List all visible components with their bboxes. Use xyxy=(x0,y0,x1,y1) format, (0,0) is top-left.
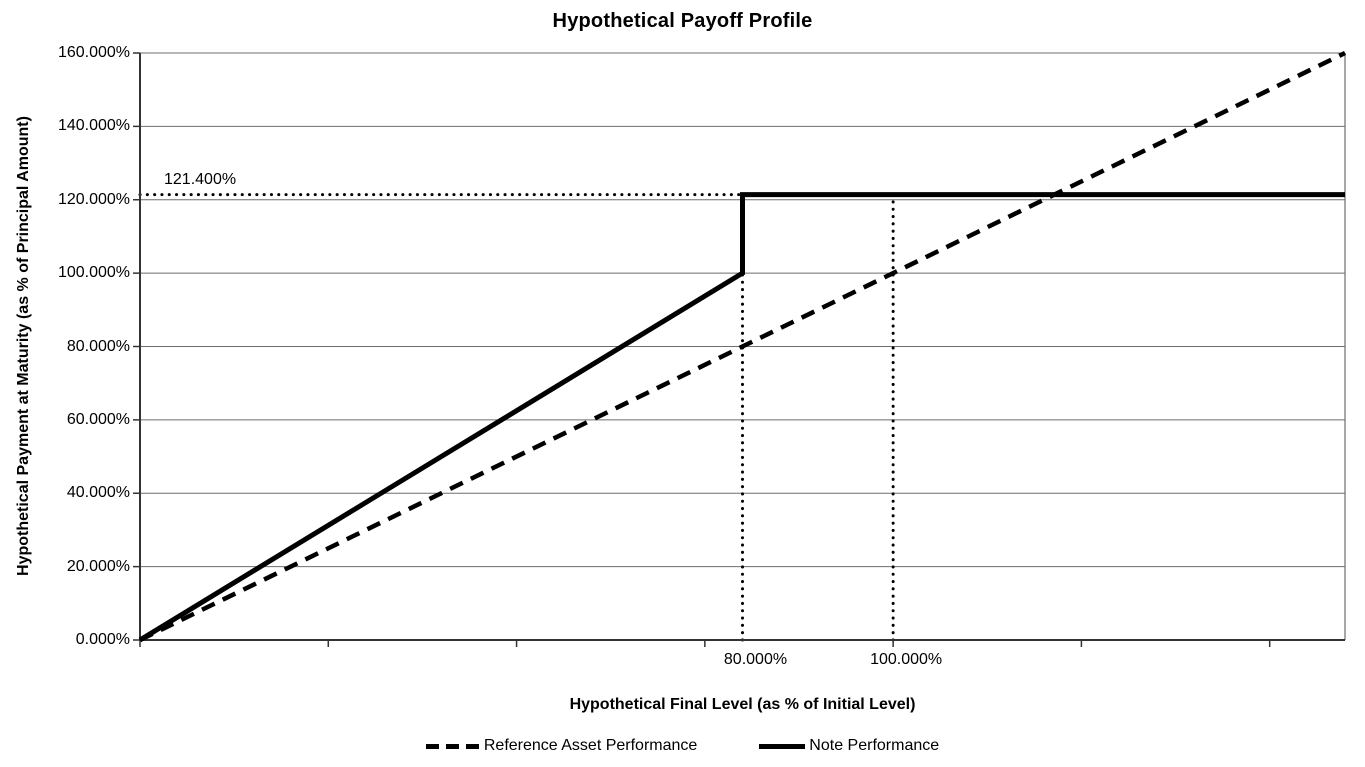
chart-title: Hypothetical Payoff Profile xyxy=(552,10,813,32)
legend-label-reference-asset: Reference Asset Performance xyxy=(483,737,698,754)
legend: Reference Asset Performance Note Perform… xyxy=(0,734,1365,758)
series-line-reference-asset-performance xyxy=(139,50,1346,643)
y-tick-label-40: 40.000% xyxy=(66,484,130,502)
y-tick-label-140: 140.000% xyxy=(57,117,130,135)
y-tick-label-0: 0.000% xyxy=(75,631,130,648)
y-tick-label-20: 20.000% xyxy=(66,557,130,575)
y-tick-label-160: 160.000% xyxy=(57,44,130,61)
y-tick-label-100: 100.000% xyxy=(57,264,130,282)
y-tick-label-80: 80.000% xyxy=(66,337,130,355)
cap-annotation-label: 121.400% xyxy=(164,171,237,188)
dashed-line-sample-icon xyxy=(425,743,479,749)
y-tick-label-60: 60.000% xyxy=(66,410,130,428)
legend-item-note: Note Performance xyxy=(759,737,939,755)
series-line-note-performance xyxy=(138,192,1345,643)
x-tick-label-80: 80.000% xyxy=(723,651,788,668)
solid-line-sample-icon xyxy=(759,743,806,749)
y-tick-label-120: 120.000% xyxy=(57,190,130,208)
legend-item-reference-asset: Reference Asset Performance xyxy=(425,737,698,755)
x-axis-title: Hypothetical Final Level (as % of Initia… xyxy=(569,696,916,713)
legend-label-note: Note Performance xyxy=(809,737,940,754)
x-tick-label-100: 100.000% xyxy=(870,651,943,668)
